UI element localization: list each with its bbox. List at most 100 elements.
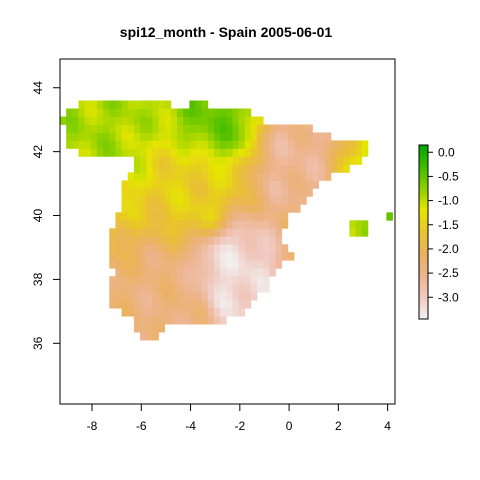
raster-cell	[269, 268, 276, 277]
raster-cell	[158, 116, 166, 125]
raster-cell	[226, 132, 233, 141]
raster-cell	[140, 300, 147, 309]
raster-cell	[152, 260, 159, 269]
raster-cell	[152, 292, 159, 301]
raster-cell	[306, 156, 313, 165]
legend-swatch	[419, 316, 428, 320]
raster-cell	[152, 300, 159, 309]
raster-cell	[152, 236, 159, 245]
raster-cell	[189, 268, 196, 277]
raster-cell	[146, 300, 153, 309]
raster-cell	[133, 316, 141, 325]
raster-cell	[195, 196, 202, 205]
raster-cell	[146, 220, 153, 229]
raster-cell	[127, 188, 135, 197]
legend-swatch	[419, 220, 428, 224]
raster-cell	[121, 244, 129, 253]
raster-cell	[127, 148, 135, 157]
raster-cell	[213, 164, 221, 173]
raster-cell	[177, 220, 184, 229]
raster-cell	[324, 156, 332, 165]
raster-cell	[183, 180, 190, 189]
raster-cell	[195, 252, 202, 261]
raster-cell	[152, 196, 159, 205]
raster-cell	[244, 148, 252, 157]
raster-cell	[220, 204, 227, 213]
raster-cell	[177, 252, 184, 261]
raster-cell	[220, 268, 227, 277]
raster-cell	[170, 308, 178, 317]
raster-cell	[115, 116, 122, 125]
raster-cell	[109, 284, 116, 293]
raster-cell	[140, 188, 147, 197]
raster-cell	[361, 140, 369, 149]
raster-cell	[189, 204, 196, 213]
raster-cell	[146, 308, 153, 317]
raster-cell	[84, 132, 92, 141]
raster-cell	[201, 292, 209, 301]
raster-cell	[281, 132, 289, 141]
raster-cell	[158, 172, 166, 181]
raster-cell	[189, 108, 196, 117]
raster-cell	[158, 156, 166, 165]
legend-swatch	[419, 214, 428, 218]
legend-frame	[418, 144, 429, 320]
raster-cell	[269, 156, 276, 165]
raster-cell	[250, 148, 258, 157]
raster-cell	[294, 132, 301, 141]
raster-cell	[287, 156, 295, 165]
raster-cell	[294, 164, 301, 173]
raster-cell	[121, 212, 129, 221]
raster-cell	[84, 108, 92, 117]
raster-cell	[109, 100, 116, 109]
raster-cell	[109, 292, 116, 301]
raster-cell	[275, 140, 283, 149]
raster-cell	[121, 148, 129, 157]
raster-cell	[133, 284, 141, 293]
raster-cell	[250, 292, 258, 301]
raster-cell	[232, 228, 239, 237]
legend-tick-label: -0.5	[438, 169, 459, 183]
raster-cell	[72, 132, 79, 141]
raster-cell	[213, 148, 221, 157]
raster-cell	[269, 148, 276, 157]
raster-cell	[207, 284, 215, 293]
raster-cell	[183, 156, 190, 165]
raster-cell	[226, 140, 233, 149]
raster-cell	[250, 164, 258, 173]
legend-swatch	[419, 226, 428, 230]
raster-cell	[220, 228, 227, 237]
raster-cell	[158, 204, 166, 213]
raster-cell	[213, 220, 221, 229]
raster-cell	[195, 276, 202, 285]
y-axis: 36 38 40 42 44	[31, 81, 60, 350]
raster-cell	[189, 236, 196, 245]
legend-swatch	[419, 232, 428, 236]
raster-cell	[213, 204, 221, 213]
raster-cell	[300, 132, 307, 141]
raster-cell	[250, 236, 258, 245]
legend-swatch	[419, 176, 428, 181]
raster-cell	[115, 252, 122, 261]
x-tick-label: -2	[234, 419, 245, 433]
raster-cell	[281, 220, 289, 229]
legend-swatch	[419, 185, 428, 189]
raster-cell	[226, 228, 233, 237]
raster-cell	[213, 212, 221, 221]
legend-swatch	[419, 179, 428, 184]
raster-cell	[355, 148, 363, 157]
raster-cell	[189, 292, 196, 301]
raster-cell	[170, 172, 178, 181]
raster-cell	[170, 140, 178, 149]
raster-cell	[183, 252, 190, 261]
raster-cell	[312, 156, 319, 165]
raster-cell	[133, 220, 141, 229]
raster-cell	[238, 300, 246, 309]
raster-layer	[60, 100, 393, 341]
raster-cell	[121, 276, 129, 285]
legend-swatch	[419, 150, 428, 155]
raster-cell	[84, 116, 92, 125]
raster-cell	[213, 188, 221, 197]
raster-cell	[213, 228, 221, 237]
raster-cell	[127, 108, 135, 117]
